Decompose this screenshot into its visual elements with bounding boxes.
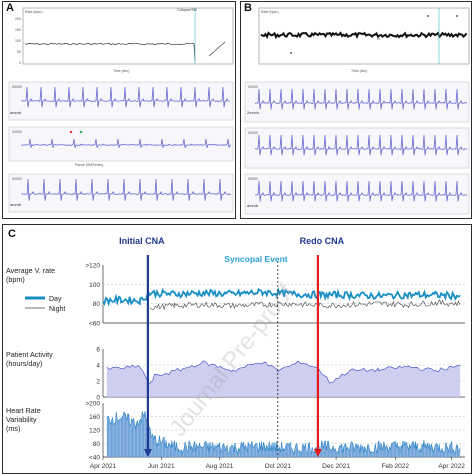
trend-ytick: 150 [15,28,21,32]
redo-cna-arrowhead [313,449,322,457]
y-tick-label: 4 [96,363,100,370]
strip-label: 00000 [248,131,258,135]
y-tick-label: 100 [89,282,100,289]
watermark: Journal Pre-proof [164,279,300,442]
ecg-trace [20,86,231,108]
panel-label: C [8,228,16,240]
ylabel-hrv: Heart Rate Variability (ms) [6,406,41,433]
scale-label: ammb [247,203,259,208]
ecg-strip [244,173,470,215]
x-tick-label: Apr 2022 [438,463,465,470]
panel-label: A [6,2,14,14]
marker-dot [69,130,73,134]
strip-label: 00000 [12,177,22,181]
ecg-trace [254,180,468,202]
panel-b: B Rate (bpm) Time (sec) N 00000 2mm/s 00… [240,1,472,219]
event-label: Collapse/SM [177,8,197,12]
y-tick-label: 120 [89,428,100,435]
scale-label: 2mm/s [247,110,259,115]
marker-dot [79,130,83,134]
x-tick-label: Apr 2021 [90,463,117,470]
trend-xlabel: Time (sec) [113,69,129,73]
panel-a: A Rate (bpm) 200 150 100 50 0 Time (sec)… [2,1,236,219]
ecg-trace [254,88,468,110]
strip-label: 00000 [248,85,258,89]
trend-xlabel: Time (sec) [351,69,367,73]
trend-marker-label: N [377,37,380,41]
x-tick-label: Aug 2021 [206,463,234,470]
y-tick-label: 160 [89,414,100,421]
ylabel-activity: Patient Activity (hours/day) [6,350,53,368]
scale-label: ammb [10,110,22,115]
scale-label: ammb [10,202,22,207]
trend-line [260,31,468,40]
outlier-dot [456,15,458,17]
panel-label: B [244,2,252,14]
panel-a-figure: Rate (bpm) 200 150 100 50 0 Time (sec) C… [8,7,234,213]
ecg-trace [20,178,232,201]
initial-cna-arrowhead [143,449,152,457]
activity-area [106,360,461,397]
x-tick-label: Oct 2021 [265,463,292,470]
ecg-strip [8,173,234,213]
trend-ytick: 200 [15,17,21,21]
event-label-syncopal: Syncopal Event [224,254,287,264]
trend-ytick: 50 [17,50,21,54]
hrv-area [106,411,461,457]
strip-label: 00000 [12,130,22,134]
ylabel-vrate: Average V. rate (bpm) [6,266,55,284]
panel-b-figure: Rate (bpm) Time (sec) N 00000 2mm/s 0000… [244,7,470,215]
x-tick-label: Dec 2021 [322,463,350,470]
hrv-line [106,411,461,456]
ecg-trace [20,138,231,148]
x-tick-label: Jun 2021 [148,463,175,470]
ecg-trace [254,134,467,156]
outlier-dot [427,15,429,17]
y-tick-label: 80 [93,301,101,308]
trend-chart: Average V. rate (bpm) Patient Activity (ho… [6,236,465,470]
trend-frame [22,7,234,65]
trend-line [24,42,196,63]
x-tick-label: Feb 2022 [382,463,410,470]
trend-title: Rate (bpm) [25,10,43,14]
trend-frame [258,7,470,65]
activity-line [106,360,461,385]
y-tick-label: >120 [85,263,100,270]
y-tick-label: <40 [89,455,100,462]
event-label-initial-cna: Initial CNA [119,236,165,246]
legend-night-label: Night [49,306,65,313]
strip-sub-label: Pause (SMSeries) [75,163,103,167]
legend-day-label: Day [49,296,62,303]
series-night-line [149,299,461,311]
trend-ytick: 100 [15,39,21,43]
y-tick-label: 6 [96,347,100,354]
series-day-line [102,286,461,307]
y-tick-label: >200 [85,401,100,408]
strip-label: 00000 [12,85,22,89]
strip-label: 00000 [248,177,258,181]
trend-title: Rate (bpm) [261,10,279,14]
trend-ytick: 0 [19,61,21,65]
panel-c: C Average V. rate (bpm) Patient Activity(… [2,224,472,474]
y-tick-label: 2 [96,379,100,386]
y-tick-label: <60 [89,321,100,328]
event-label-redo-cna: Redo CNA [300,236,345,246]
ecg-strip [8,126,234,162]
y-tick-label: 80 [93,441,101,448]
y-tick-label: 0 [96,395,100,402]
recovery-line [208,41,226,57]
outlier-dot [290,52,292,54]
